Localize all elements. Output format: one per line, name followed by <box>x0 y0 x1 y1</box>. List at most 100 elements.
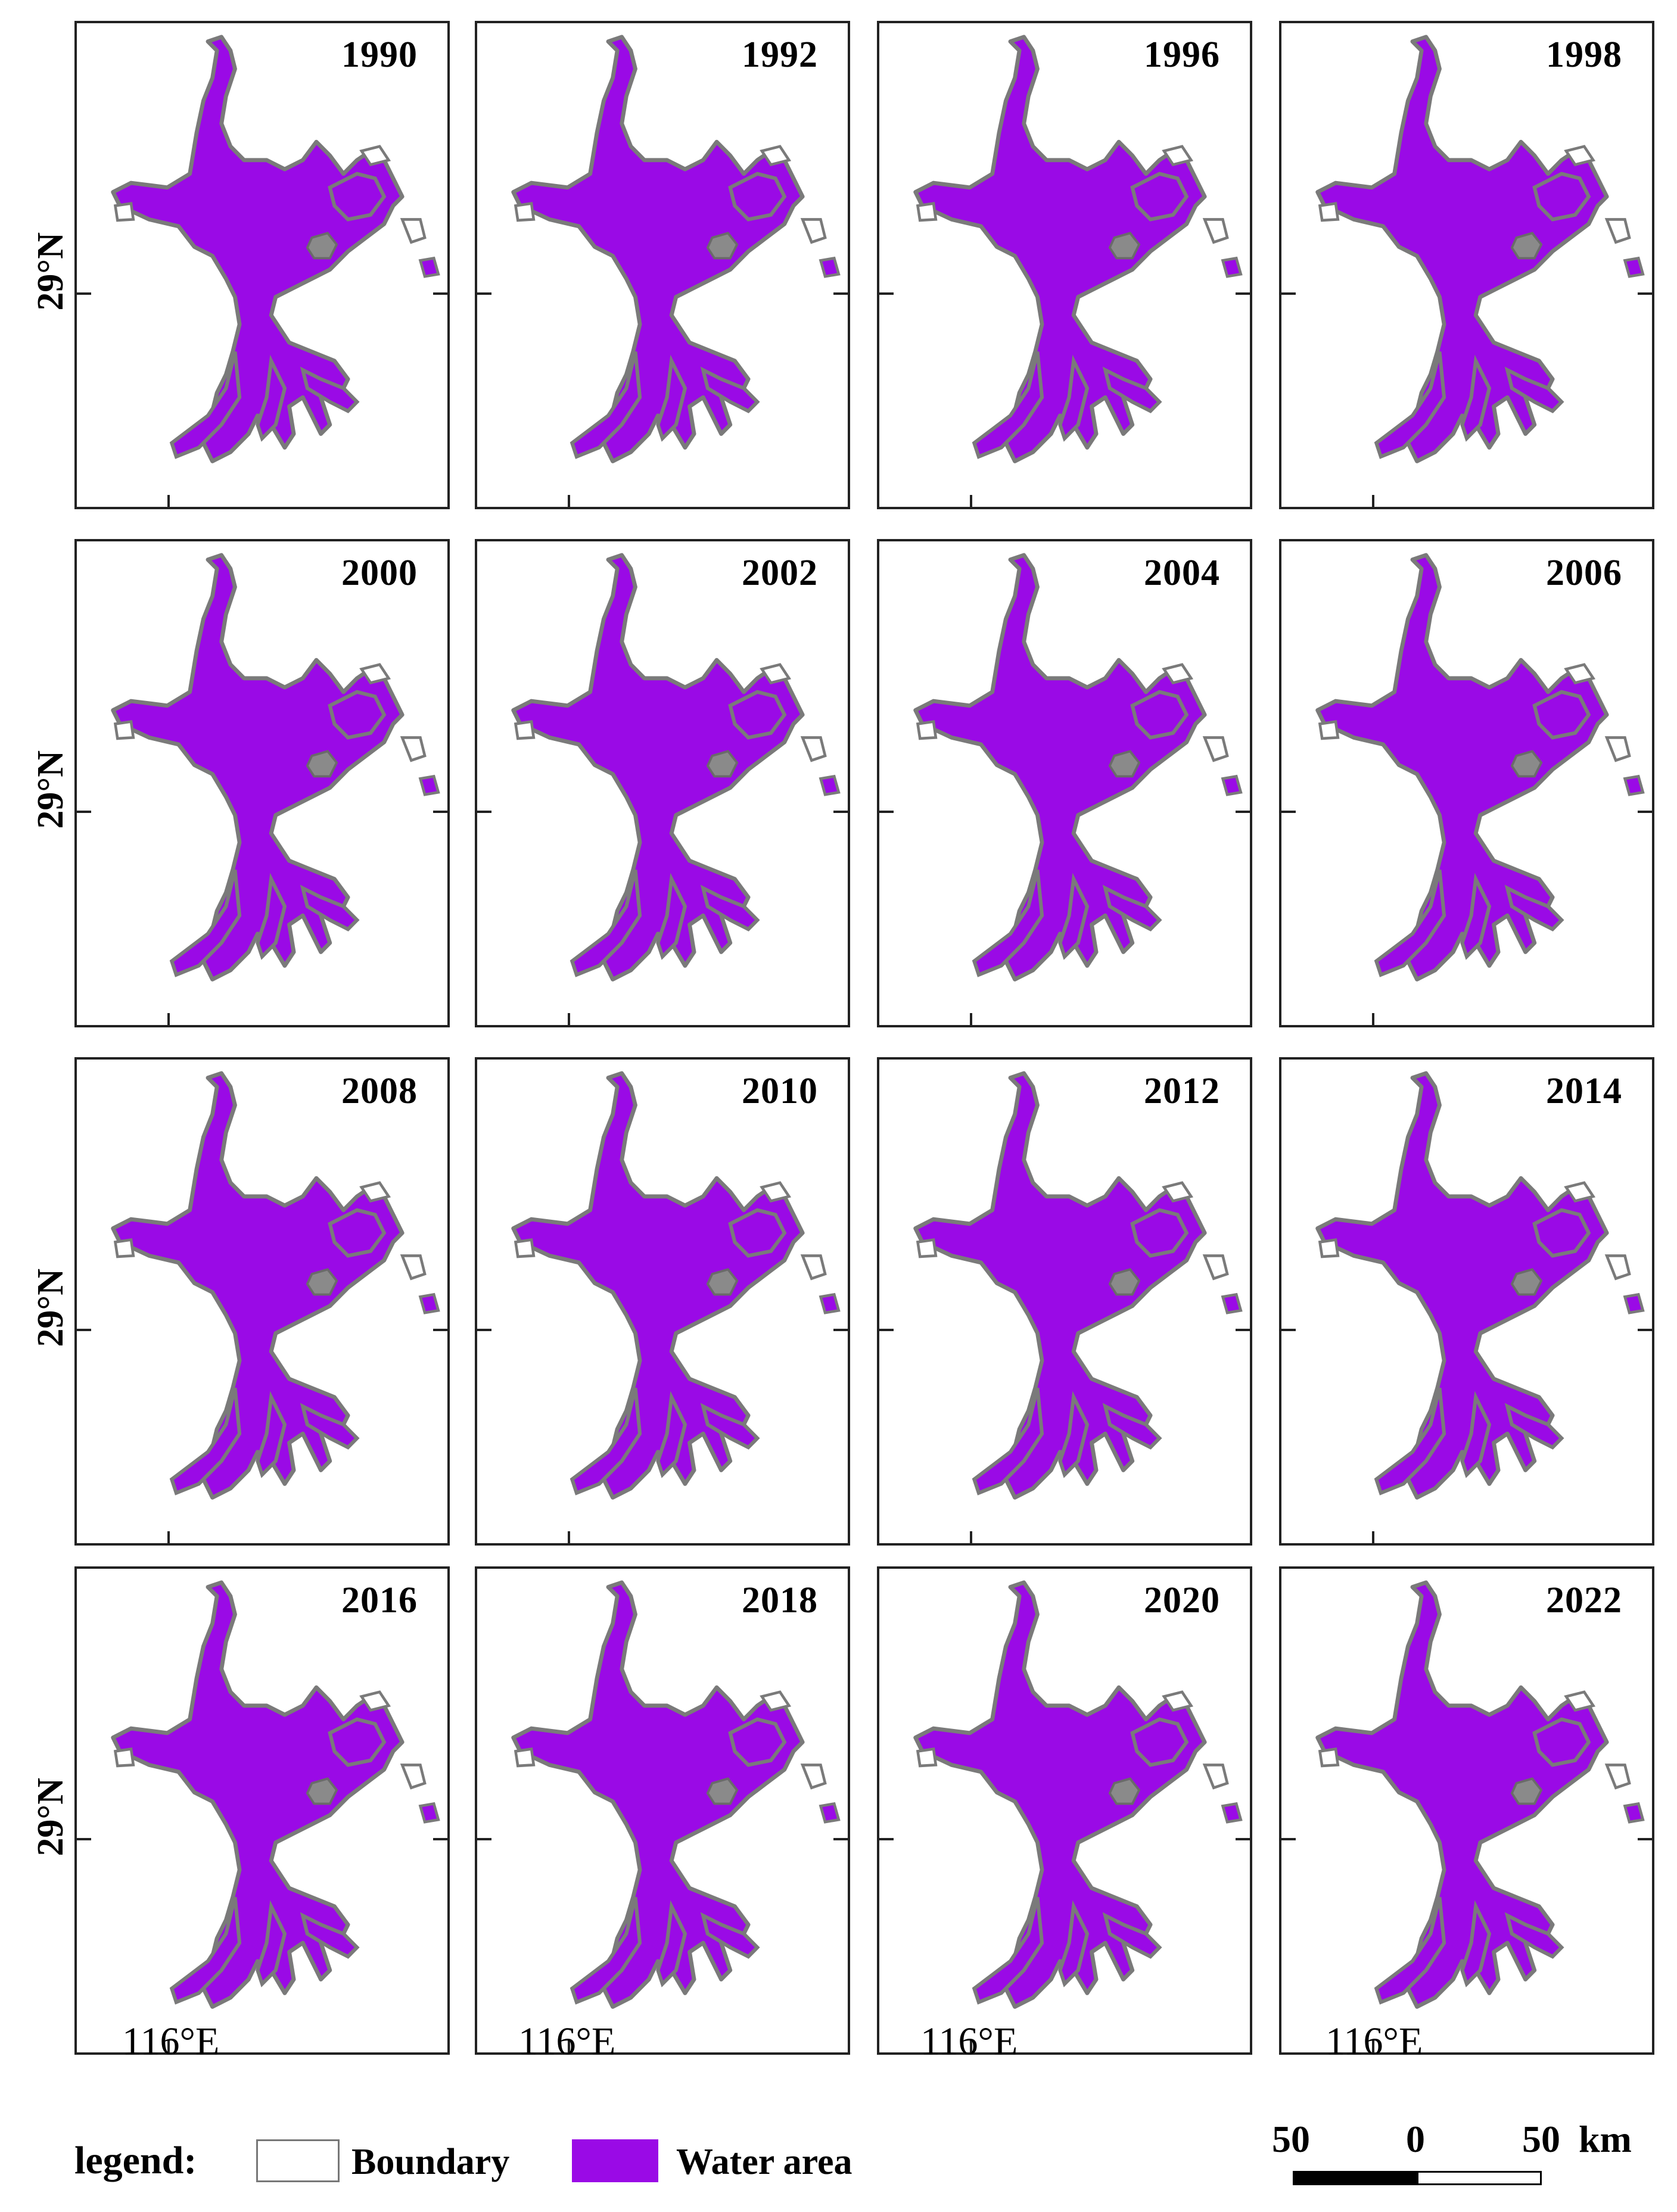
latitude-tick-right <box>1638 1329 1652 1331</box>
map-panel-2020: 2020 <box>877 1566 1252 2055</box>
scale-unit: km <box>1579 2118 1632 2160</box>
legend-label-water: Water area <box>676 2142 852 2182</box>
map-panel-2014: 2014 <box>1279 1057 1654 1546</box>
lake-water-shape <box>1318 37 1643 461</box>
latitude-tick-right <box>833 811 848 813</box>
panel-year-label: 2004 <box>1144 553 1220 593</box>
longitude-tick-bottom <box>568 1531 570 1543</box>
lake-water-shape <box>1318 1073 1643 1497</box>
longitude-tick-bottom <box>970 2040 972 2052</box>
latitude-tick-right <box>1638 1838 1652 1840</box>
latitude-tick-right <box>833 1838 848 1840</box>
longitude-label-col3: 116°E <box>920 2020 1018 2063</box>
latitude-tick-left <box>1281 1838 1296 1840</box>
panel-year-label: 1996 <box>1144 35 1220 75</box>
latitude-tick-left <box>477 811 491 813</box>
water-area-map <box>77 23 447 507</box>
water-area-map <box>879 1060 1250 1543</box>
panel-year-label: 2010 <box>742 1071 818 1111</box>
water-area-map <box>477 1060 848 1543</box>
water-area-map <box>879 23 1250 507</box>
latitude-tick-left <box>879 1329 894 1331</box>
lake-water-shape <box>113 555 438 979</box>
latitude-label-row4: 29°N <box>30 1778 71 1856</box>
latitude-label-row2: 29°N <box>30 750 71 829</box>
latitude-tick-left <box>1281 292 1296 295</box>
latitude-tick-left <box>477 1329 491 1331</box>
latitude-tick-left <box>77 811 91 813</box>
latitude-tick-right <box>1236 292 1250 295</box>
legend-label-boundary: Boundary <box>351 2142 510 2182</box>
panel-year-label: 2022 <box>1546 1580 1622 1621</box>
longitude-tick-bottom <box>1372 495 1374 507</box>
panel-year-label: 2002 <box>742 553 818 593</box>
legend-swatch-boundary <box>256 2139 340 2182</box>
legend-title: legend: <box>74 2139 197 2182</box>
latitude-tick-right <box>833 1329 848 1331</box>
panel-year-label: 1990 <box>341 35 418 75</box>
map-panel-2010: 2010 <box>475 1057 850 1546</box>
longitude-tick-bottom <box>167 1531 170 1543</box>
longitude-tick-bottom <box>568 495 570 507</box>
panel-year-label: 2020 <box>1144 1580 1220 1621</box>
map-panel-1992: 1992 <box>475 21 850 509</box>
water-area-map <box>879 1569 1250 2052</box>
longitude-tick-bottom <box>568 2040 570 2052</box>
lake-water-shape <box>1318 555 1643 979</box>
longitude-tick-bottom <box>1372 1013 1374 1025</box>
latitude-tick-left <box>77 1838 91 1840</box>
longitude-tick-bottom <box>167 495 170 507</box>
map-panel-2012: 2012 <box>877 1057 1252 1546</box>
latitude-tick-right <box>433 1329 447 1331</box>
water-area-map <box>1281 1060 1652 1543</box>
map-panel-2002: 2002 <box>475 539 850 1027</box>
lake-water-shape <box>514 1582 839 2007</box>
lake-water-shape <box>916 1582 1241 2007</box>
panel-year-label: 2018 <box>742 1580 818 1621</box>
water-area-map <box>477 23 848 507</box>
scale-number-left: 50 <box>1272 2118 1310 2160</box>
latitude-tick-right <box>833 292 848 295</box>
panel-year-label: 2000 <box>341 553 418 593</box>
latitude-tick-left <box>1281 1329 1296 1331</box>
scale-number-middle: 0 <box>1406 2118 1425 2160</box>
panel-year-label: 2014 <box>1546 1071 1622 1111</box>
lake-water-shape <box>113 37 438 461</box>
longitude-tick-bottom <box>1372 1531 1374 1543</box>
map-panel-2006: 2006 <box>1279 539 1654 1027</box>
panel-year-label: 2012 <box>1144 1071 1220 1111</box>
panel-year-label: 2016 <box>341 1580 418 1621</box>
latitude-tick-right <box>1638 292 1652 295</box>
latitude-tick-right <box>1236 1329 1250 1331</box>
longitude-tick-bottom <box>970 1531 972 1543</box>
legend-swatch-water <box>572 2139 658 2182</box>
map-panel-2004: 2004 <box>877 539 1252 1027</box>
lake-water-shape <box>916 555 1241 979</box>
map-panel-1990: 1990 <box>74 21 450 509</box>
lake-water-shape <box>1318 1582 1643 2007</box>
longitude-label-col2: 116°E <box>518 2020 616 2063</box>
water-area-map <box>477 1569 848 2052</box>
latitude-tick-left <box>879 1838 894 1840</box>
lake-water-shape <box>916 37 1241 461</box>
water-area-map <box>77 541 447 1025</box>
water-area-map <box>1281 1569 1652 2052</box>
scale-number-right: 50 <box>1522 2118 1560 2160</box>
latitude-tick-left <box>879 811 894 813</box>
map-panel-2000: 2000 <box>74 539 450 1027</box>
longitude-tick-bottom <box>568 1013 570 1025</box>
map-panel-2008: 2008 <box>74 1057 450 1546</box>
panel-year-label: 1992 <box>742 35 818 75</box>
longitude-label-col1: 116°E <box>122 2020 220 2063</box>
latitude-tick-right <box>1236 1838 1250 1840</box>
lake-water-shape <box>514 37 839 461</box>
map-panel-2018: 2018 <box>475 1566 850 2055</box>
scale-bar-black <box>1293 2171 1418 2185</box>
water-area-map <box>77 1569 447 2052</box>
panel-year-label: 2006 <box>1546 553 1622 593</box>
latitude-tick-right <box>433 1838 447 1840</box>
scale-bar-white <box>1417 2171 1542 2185</box>
map-panel-2016: 2016 <box>74 1566 450 2055</box>
longitude-tick-bottom <box>1372 2040 1374 2052</box>
latitude-tick-left <box>77 292 91 295</box>
